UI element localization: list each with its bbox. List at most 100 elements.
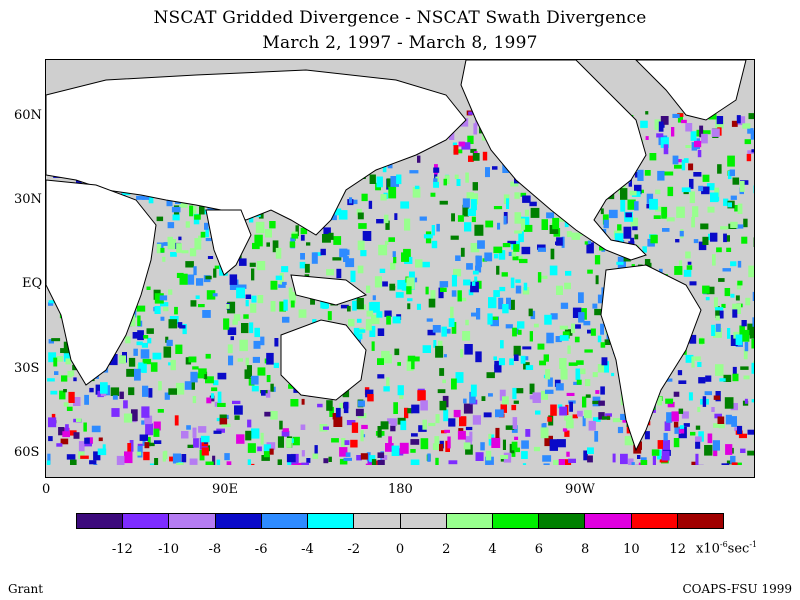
divergence-cell [629, 190, 637, 196]
divergence-cell [327, 311, 332, 321]
divergence-cell [514, 436, 519, 440]
divergence-cell [260, 432, 264, 445]
divergence-cell [499, 389, 506, 401]
divergence-cell [525, 429, 531, 437]
divergence-cell [70, 459, 77, 467]
divergence-cell [552, 217, 560, 230]
divergence-cell [142, 385, 149, 397]
divergence-cell [582, 396, 587, 408]
divergence-cell [600, 342, 606, 348]
divergence-cell [717, 164, 722, 174]
divergence-cell [467, 208, 476, 216]
divergence-cell [736, 116, 746, 126]
divergence-cell [387, 418, 391, 424]
divergence-cell [435, 414, 440, 424]
divergence-cell [730, 455, 736, 464]
divergence-cell [558, 459, 565, 469]
divergence-cell [371, 341, 375, 351]
divergence-cell [671, 127, 675, 137]
divergence-cell [650, 234, 658, 244]
divergence-cell [204, 222, 209, 230]
divergence-cell [227, 327, 237, 335]
divergence-cell [275, 275, 282, 281]
divergence-cell [156, 216, 164, 222]
divergence-cell [406, 286, 412, 295]
divergence-cell [498, 297, 504, 310]
divergence-cell [443, 354, 447, 358]
divergence-cell [465, 436, 472, 448]
divergence-cell [399, 442, 409, 454]
divergence-cell [432, 443, 441, 450]
divergence-cell [391, 445, 400, 456]
divergence-cell [430, 290, 436, 300]
divergence-cell [219, 418, 228, 425]
color-scale-tick: -6 [254, 542, 268, 557]
divergence-cell [100, 382, 108, 394]
divergence-cell [54, 371, 59, 375]
divergence-cell [642, 246, 647, 253]
divergence-cell [452, 142, 457, 146]
divergence-cell [701, 133, 708, 144]
color-scale-bar [76, 513, 724, 529]
divergence-cell [520, 355, 526, 364]
divergence-cell [431, 240, 438, 249]
divergence-cell [182, 324, 187, 335]
divergence-cell [65, 358, 72, 365]
divergence-cell [441, 430, 447, 434]
divergence-cell [410, 449, 416, 453]
divergence-cell [439, 400, 447, 411]
divergence-cell [727, 155, 735, 167]
divergence-cell [270, 383, 274, 392]
divergence-cell [719, 378, 726, 382]
divergence-cell [178, 236, 182, 241]
divergence-cell [213, 380, 219, 386]
divergence-cell [439, 281, 449, 288]
divergence-cell [732, 177, 740, 185]
divergence-cell [188, 356, 197, 363]
divergence-cell [189, 458, 198, 465]
divergence-cell [217, 391, 222, 403]
divergence-cell [239, 258, 247, 266]
color-scale-tick: -10 [158, 542, 180, 557]
divergence-cell [270, 280, 278, 290]
divergence-cell [142, 358, 152, 365]
divergence-cell [725, 444, 733, 455]
divergence-cell [731, 416, 737, 427]
divergence-cell [392, 251, 396, 257]
divergence-cell [529, 395, 533, 400]
divergence-cell [357, 212, 364, 220]
antarctica [46, 465, 754, 477]
divergence-cell [61, 375, 68, 382]
divergence-cell [523, 224, 533, 232]
divergence-cell [339, 458, 348, 465]
divergence-cell [133, 348, 138, 356]
divergence-cell [184, 381, 193, 390]
divergence-cell [229, 274, 238, 285]
divergence-cell [164, 392, 170, 400]
divergence-cell [608, 209, 618, 219]
divergence-cell [146, 328, 154, 334]
divergence-cell [673, 421, 679, 428]
lon-label-0: 0 [42, 482, 51, 497]
divergence-cell [494, 253, 499, 259]
divergence-cell [734, 205, 738, 212]
divergence-cell [343, 457, 352, 461]
divergence-cell [732, 373, 739, 382]
divergence-cell [502, 304, 509, 314]
divergence-cell [360, 453, 368, 460]
divergence-cell [341, 438, 346, 449]
divergence-cell [236, 434, 245, 444]
divergence-cell [487, 313, 493, 325]
divergence-cell [244, 369, 251, 379]
divergence-cell [601, 357, 608, 366]
divergence-cell [414, 185, 420, 190]
divergence-cell [693, 239, 699, 244]
divergence-cell [48, 417, 57, 428]
divergence-cell [384, 310, 392, 317]
divergence-cell [655, 189, 661, 195]
divergence-cell [741, 329, 750, 342]
divergence-cell [572, 324, 581, 329]
divergence-cell [625, 212, 632, 218]
divergence-cell [123, 400, 128, 409]
divergence-cell [426, 318, 433, 322]
